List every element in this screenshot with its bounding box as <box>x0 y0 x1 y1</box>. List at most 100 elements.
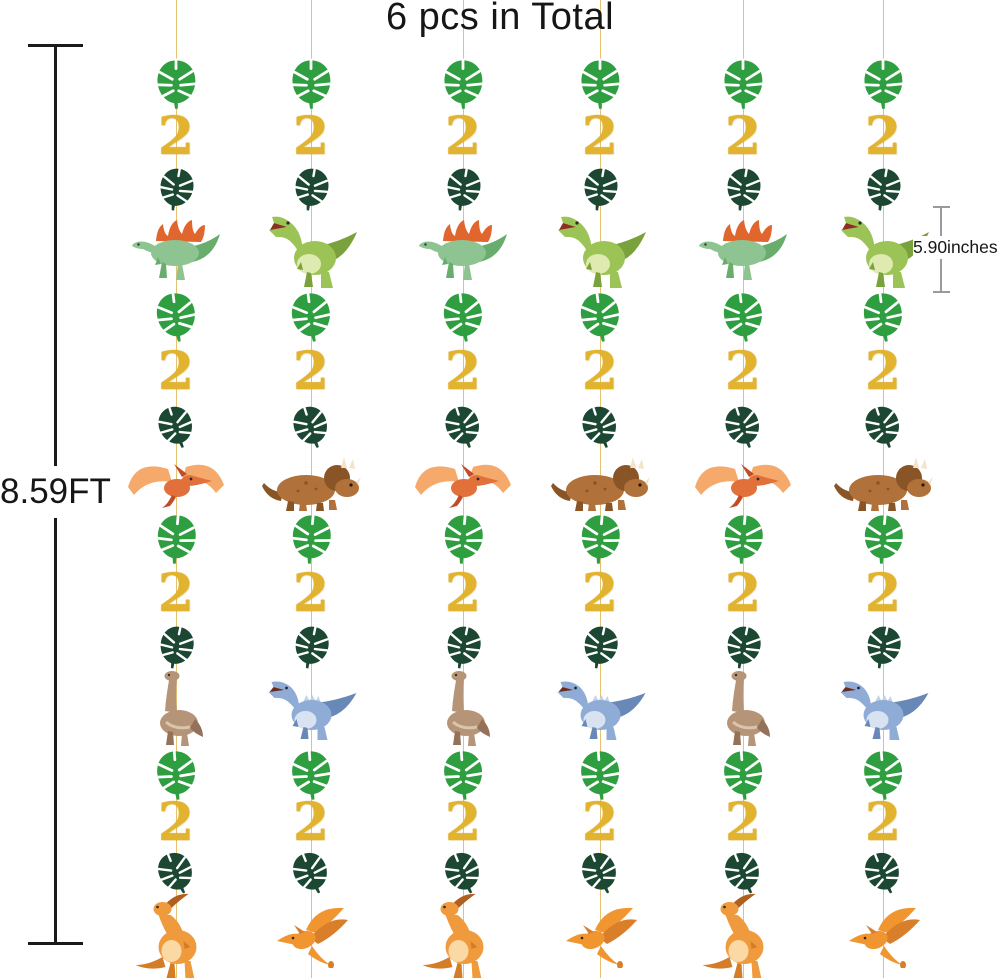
monstera-leaf-dark-icon <box>151 621 201 675</box>
monstera-leaf-green-icon <box>438 748 489 804</box>
pteranodon-icon <box>691 455 795 513</box>
monstera-leaf-green-icon <box>436 289 489 347</box>
number-2-cutout: 2 <box>864 106 902 167</box>
monstera-leaf-dark-icon <box>715 845 770 903</box>
monstera-leaf-dark-icon <box>283 845 338 903</box>
monstera-leaf-dark-icon <box>287 164 335 216</box>
monstera-leaf-dark-icon <box>573 400 626 456</box>
blue-raptor-icon <box>264 675 359 741</box>
monstera-leaf-green-icon <box>574 512 625 569</box>
monstera-leaf-dark-icon <box>152 164 200 216</box>
orange-pterodactyl-icon <box>844 904 922 968</box>
monstera-leaf-dark-icon <box>855 845 910 903</box>
number-2-cutout: 2 <box>864 792 902 853</box>
number-2-cutout: 2 <box>292 792 330 853</box>
number-2-cutout: 2 <box>292 563 330 624</box>
spinosaurus-icon <box>130 215 222 285</box>
number-2-cutout: 2 <box>292 341 330 402</box>
monstera-leaf-dark-icon <box>858 621 908 675</box>
monstera-leaf-green-icon <box>151 748 202 804</box>
monstera-leaf-dark-icon <box>438 621 488 675</box>
monstera-leaf-green-icon <box>718 748 769 804</box>
monstera-leaf-green-icon <box>440 58 487 112</box>
number-2-cutout: 2 <box>581 341 619 402</box>
number-2-cutout: 2 <box>444 792 482 853</box>
total-height-ruler: 8.59FT <box>0 0 111 978</box>
triceratops-icon <box>549 456 651 512</box>
spinosaurus-icon <box>417 215 509 285</box>
monstera-leaf-dark-icon <box>439 164 487 216</box>
item-ruler-cap-bottom <box>933 291 950 293</box>
number-2-cutout: 2 <box>157 563 195 624</box>
monstera-leaf-dark-icon <box>148 845 203 903</box>
monstera-leaf-green-icon <box>288 58 335 112</box>
monstera-leaf-dark-icon <box>576 164 624 216</box>
spinosaurus-icon <box>697 215 789 285</box>
parasaurolophus-icon <box>420 892 507 978</box>
triceratops-icon <box>832 456 934 512</box>
pteranodon-icon <box>124 455 228 513</box>
monstera-leaf-green-icon <box>150 512 201 569</box>
monstera-leaf-green-icon <box>857 512 908 569</box>
number-2-cutout: 2 <box>864 341 902 402</box>
number-2-cutout: 2 <box>724 792 762 853</box>
number-2-cutout: 2 <box>581 106 619 167</box>
number-2-cutout: 2 <box>864 563 902 624</box>
pteranodon-icon <box>411 455 515 513</box>
monstera-leaf-dark-icon <box>286 621 336 675</box>
number-2-cutout: 2 <box>157 341 195 402</box>
monstera-leaf-dark-icon <box>436 400 489 456</box>
orange-pterodactyl-icon <box>561 904 639 968</box>
monstera-leaf-green-icon <box>573 289 626 347</box>
number-2-cutout: 2 <box>444 106 482 167</box>
monstera-leaf-dark-icon <box>435 845 490 903</box>
item-height-label: 5.90inches <box>913 236 998 259</box>
number-2-cutout: 2 <box>581 792 619 853</box>
monstera-leaf-dark-icon <box>149 400 202 456</box>
number-2-cutout: 2 <box>157 106 195 167</box>
monstera-leaf-green-icon <box>575 748 626 804</box>
monstera-leaf-green-icon <box>437 512 488 569</box>
number-2-cutout: 2 <box>292 106 330 167</box>
parasaurolophus-icon <box>700 892 787 978</box>
t-rex-icon <box>835 210 931 290</box>
monstera-leaf-green-icon <box>858 748 909 804</box>
ruler-cap-bottom <box>28 942 83 945</box>
monstera-leaf-green-icon <box>717 512 768 569</box>
total-height-label: 8.59FT <box>0 466 111 518</box>
monstera-leaf-dark-icon <box>856 400 909 456</box>
monstera-leaf-green-icon <box>716 289 769 347</box>
t-rex-icon <box>552 210 648 290</box>
monstera-leaf-green-icon <box>285 512 336 569</box>
blue-raptor-icon <box>553 675 648 741</box>
parasaurolophus-icon <box>133 892 220 978</box>
number-2-cutout: 2 <box>444 341 482 402</box>
brachiosaurus-icon <box>715 670 771 746</box>
orange-pterodactyl-icon <box>272 904 350 968</box>
blue-raptor-icon <box>836 675 931 741</box>
number-2-cutout: 2 <box>157 792 195 853</box>
number-2-cutout: 2 <box>581 563 619 624</box>
page-title: 6 pcs in Total <box>385 0 615 38</box>
triceratops-icon <box>260 456 362 512</box>
number-2-cutout: 2 <box>724 341 762 402</box>
item-height-ruler: 5.90inches <box>905 0 1000 978</box>
monstera-leaf-green-icon <box>720 58 767 112</box>
monstera-leaf-green-icon <box>284 289 337 347</box>
brachiosaurus-icon <box>435 670 491 746</box>
number-2-cutout: 2 <box>444 563 482 624</box>
monstera-leaf-dark-icon <box>718 621 768 675</box>
number-2-cutout: 2 <box>724 563 762 624</box>
number-2-cutout: 2 <box>724 106 762 167</box>
monstera-leaf-dark-icon <box>575 621 625 675</box>
monstera-leaf-dark-icon <box>719 164 767 216</box>
monstera-leaf-green-icon <box>860 58 907 112</box>
monstera-leaf-green-icon <box>577 58 624 112</box>
monstera-leaf-dark-icon <box>284 400 337 456</box>
monstera-leaf-dark-icon <box>859 164 907 216</box>
monstera-leaf-dark-icon <box>572 845 627 903</box>
item-ruler-cap-top <box>933 206 950 208</box>
monstera-leaf-dark-icon <box>716 400 769 456</box>
